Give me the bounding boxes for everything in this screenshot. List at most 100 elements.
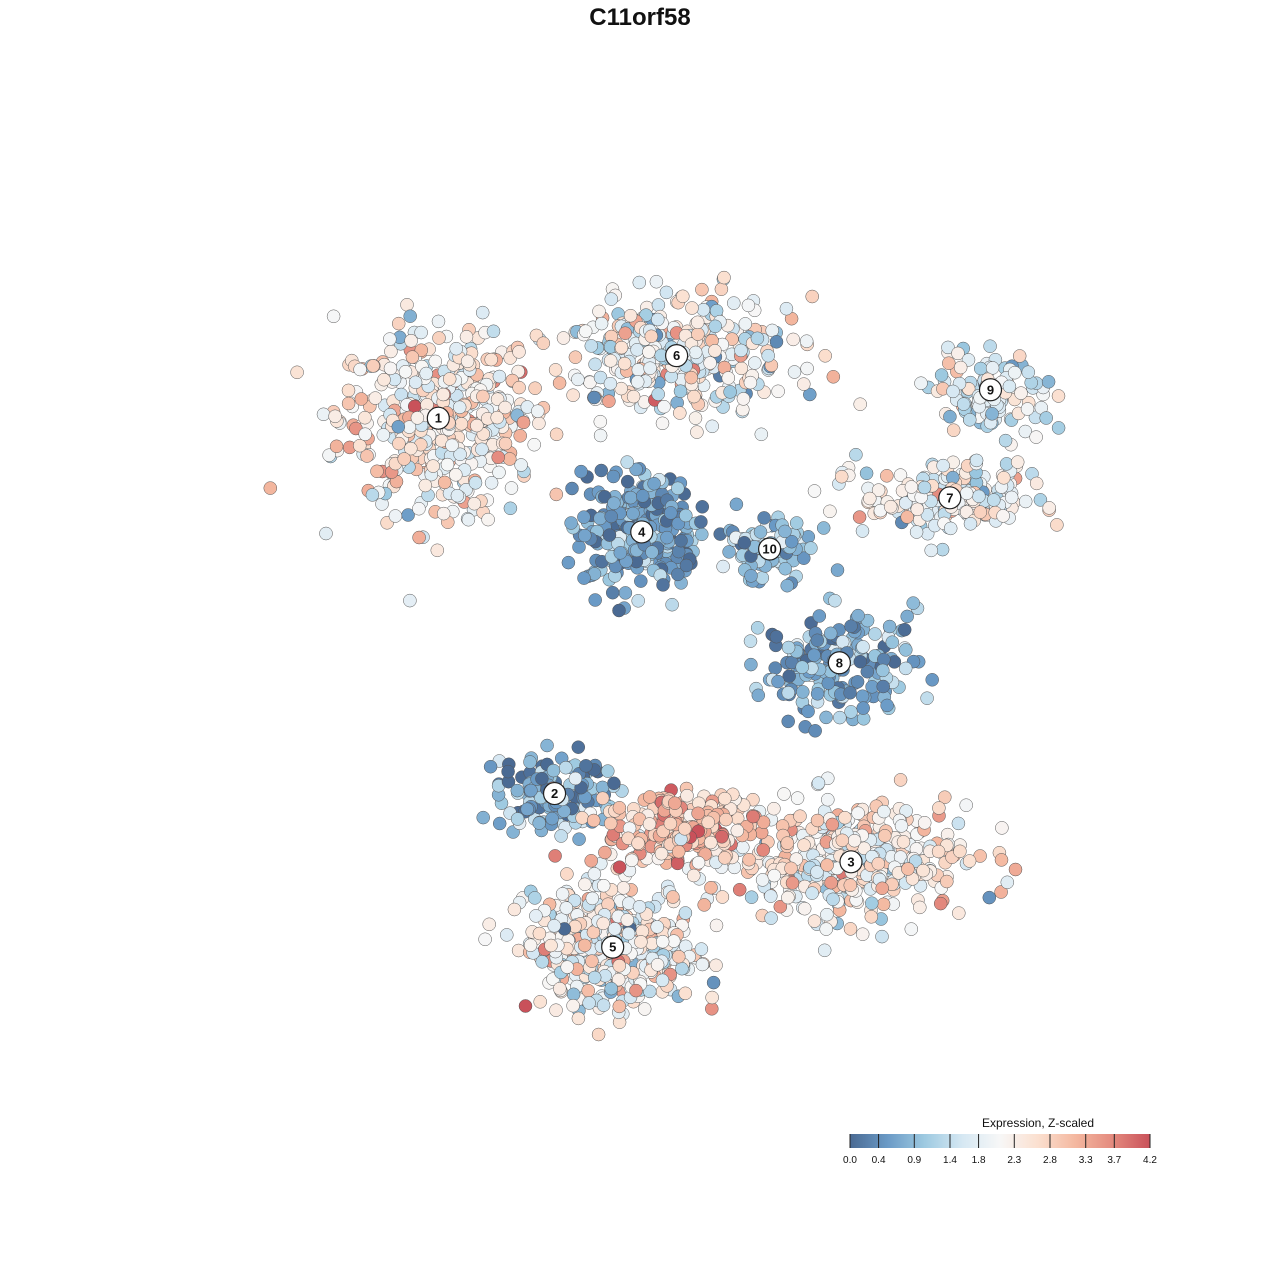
data-point [604,981,618,996]
data-point [549,427,564,442]
data-point [917,816,932,830]
data-point [602,528,617,542]
data-point [855,927,870,941]
data-point [561,555,576,570]
data-point [853,397,867,411]
data-point [678,822,692,836]
data-point [566,388,580,402]
data-point [767,801,781,816]
data-point [668,796,682,810]
data-point [607,496,621,510]
data-point [810,813,825,828]
data-point [825,817,840,832]
data-point [500,928,514,942]
data-point [778,524,792,539]
data-point [418,478,433,493]
data-point [1029,430,1043,444]
data-point [637,1002,652,1016]
data-point [876,679,890,694]
data-point [755,873,770,887]
data-point [953,844,967,859]
data-point [674,533,688,548]
data-point [625,853,639,868]
data-point [823,626,838,641]
data-point [501,764,515,779]
data-point [942,356,956,370]
data-point [761,348,775,363]
data-point [738,317,753,331]
data-point [899,643,913,657]
data-point [326,309,341,324]
data-point [585,891,600,906]
data-point [649,274,664,289]
data-point [511,943,526,958]
data-point [651,298,666,312]
data-point [706,975,721,990]
data-point [594,463,609,478]
data-point [626,389,641,404]
cluster-label-5: 5 [601,935,625,959]
data-point [838,810,852,825]
data-point [392,436,406,451]
data-point [855,689,870,703]
data-point [811,776,826,790]
data-point [605,585,620,600]
data-point [426,459,440,473]
data-point [999,457,1014,471]
data-point [626,506,640,521]
data-point [769,629,784,644]
data-point [876,897,891,912]
data-point [612,860,627,874]
data-point [914,376,928,390]
data-point [708,319,722,334]
data-point [594,316,609,331]
data-point [705,419,719,434]
data-point [753,525,768,539]
data-point [973,361,988,376]
data-point [863,491,877,506]
cluster-label-3: 3 [839,850,863,874]
data-point [540,738,554,753]
data-point [696,303,711,317]
data-point [736,392,751,406]
data-point [559,760,573,775]
data-point [623,490,638,505]
data-point [408,375,423,390]
data-point [1002,379,1017,394]
data-point [404,441,418,456]
data-point [801,704,815,719]
data-point [784,861,798,876]
data-point [786,332,800,347]
data-point [631,836,645,850]
data-point [938,790,952,804]
data-point [951,816,966,831]
legend-tick-label: 3.7 [1107,1155,1121,1166]
data-point [1039,411,1053,425]
data-point [709,918,724,933]
data-point [789,516,804,530]
data-point [751,688,766,703]
data-point [578,877,592,892]
data-point [973,505,988,519]
data-point [781,714,795,729]
data-point [607,776,621,791]
data-point [492,369,507,384]
data-point [875,929,889,944]
cluster-label-7: 7 [938,486,962,510]
data-point [994,853,1009,867]
data-point [651,387,665,401]
data-point [849,447,863,462]
data-point [741,298,756,313]
data-point [632,900,647,914]
data-point [859,466,874,481]
data-point [913,900,927,915]
data-point [328,409,342,424]
data-point [793,809,807,823]
svg-text:10: 10 [762,542,776,557]
data-point [572,540,586,554]
data-point [587,970,602,985]
data-point [691,855,706,870]
data-point [341,383,356,398]
data-point [629,462,643,477]
data-point [843,878,858,892]
